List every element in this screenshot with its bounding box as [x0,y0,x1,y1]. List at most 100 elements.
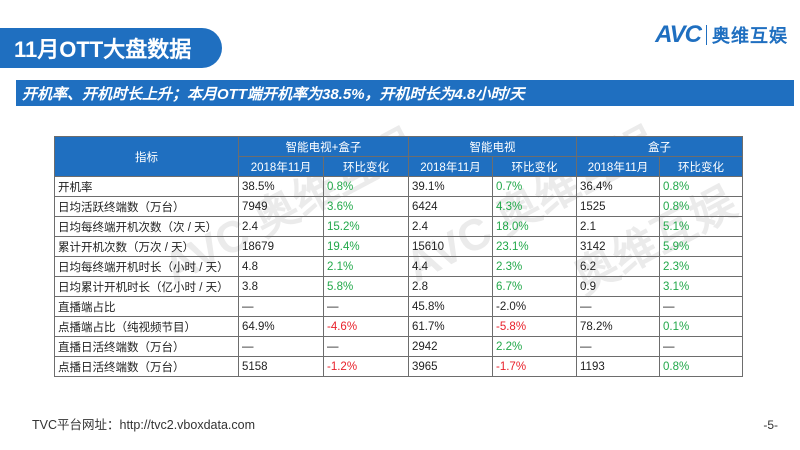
header-group-tv-box: 智能电视+盒子 [238,136,409,157]
cell-change: 0.8% [659,176,743,197]
table-row: 点播日活终端数（万台） 5158 -1.2% 3965 -1.7% 1193 0.8% [54,356,743,377]
cell-change: 2.3% [492,256,577,277]
table-row: 直播日活终端数（万台） — —2942 2.2% — — [54,336,743,357]
cell-value: 64.9% [238,316,324,337]
cell-change: -1.7% [492,356,577,377]
row-label: 直播日活终端数（万台） [54,336,239,357]
subheader-month: 2018年11月 [238,156,324,177]
cell-value: 3142 [576,236,660,257]
row-label: 累计开机次数（万次 / 天） [54,236,239,257]
cell-value: 6424 [408,196,493,217]
cell-value: 2.8 [408,276,493,297]
cell-change: -2.0% [492,296,577,317]
cell-change: -1.2% [323,356,409,377]
cell-value: 39.1% [408,176,493,197]
cell-change: 4.3% [492,196,577,217]
table-row: 点播端占比（纯视频节目） 64.9% -4.6% 61.7% -5.8% 78.2% 0.1… [54,316,743,337]
cell-value: 7949 [238,196,324,217]
cell-change: 0.8% [659,356,743,377]
header-indicator: 指标 [54,136,239,177]
table-row: 开机率 38.5% 0.8% 39.1% 0.7% 36.4% 0.8% [54,176,743,197]
page-number: -5- [763,418,778,432]
table-row: 累计开机次数（万次 / 天） 18679 19.4% 15610 23.1% 3142 5.… [54,236,743,257]
cell-change: 5.1% [659,216,743,237]
row-label: 开机率 [54,176,239,197]
cell-change: — [659,296,743,317]
cell-value: 4.4 [408,256,493,277]
row-label: 日均每终端开机次数（次 / 天） [54,216,239,237]
cell-value: 3.8 [238,276,324,297]
cell-value: 18679 [238,236,324,257]
cell-value: 36.4% [576,176,660,197]
cell-value: 2.4 [238,216,324,237]
table-row: 直播端占比 — —45.8% -2.0% — — [54,296,743,317]
cell-change: 2.1% [323,256,409,277]
cell-change: 23.1% [492,236,577,257]
cell-change: — [323,296,409,317]
cell-value: 2.1 [576,216,660,237]
table-row: 日均活跃终端数（万台） 7949 3.6% 6424 4.3% 1525 0.8% [54,196,743,217]
cell-change: 0.1% [659,316,743,337]
page-title-bar: 11月OTT大盘数据 [0,28,222,68]
cell-change: 19.4% [323,236,409,257]
cell-change: 6.7% [492,276,577,297]
row-label: 日均活跃终端数（万台） [54,196,239,217]
table-row: 日均每终端开机次数（次 / 天） 2.4 15.2% 2.4 18.0% 2.1 5.1% [54,216,743,237]
cell-change: -5.8% [492,316,577,337]
subheader-month: 2018年11月 [576,156,660,177]
cell-value: — [576,296,660,317]
cell-value: 0.9 [576,276,660,297]
cell-change: 2.3% [659,256,743,277]
logo-divider [706,25,707,45]
cell-change: 5.8% [323,276,409,297]
logo-cn-text: 奥维互娱 [712,26,788,46]
row-label: 日均每终端开机时长（小时 / 天） [54,256,239,277]
cell-change: 0.7% [492,176,577,197]
cell-change: — [659,336,743,357]
cell-value: — [576,336,660,357]
table-row: 日均每终端开机时长（小时 / 天） 4.8 2.1% 4.4 2.3% 6.2 2.3% [54,256,743,277]
cell-change: — [323,336,409,357]
cell-change: 0.8% [659,196,743,217]
subtitle-bar: 开机率、开机时长上升；本月OTT端开机率为38.5%，开机时长为4.8小时/天 [16,80,794,106]
cell-change: 0.8% [323,176,409,197]
cell-value: — [238,336,324,357]
subtitle-text: 开机率、开机时长上升；本月OTT端开机率为38.5%，开机时长为4.8小时/天 [22,85,525,103]
cell-value: 4.8 [238,256,324,277]
row-label: 点播端占比（纯视频节目） [54,316,239,337]
cell-value: 1525 [576,196,660,217]
cell-value: — [238,296,324,317]
brand-logo: AVC 奥维互娱 [655,21,788,48]
cell-value: 78.2% [576,316,660,337]
cell-change: 18.0% [492,216,577,237]
cell-value: 1193 [576,356,660,377]
page-title: 11月OTT大盘数据 [14,37,192,62]
cell-value: 2942 [408,336,493,357]
cell-value: 61.7% [408,316,493,337]
footer-platform-link[interactable]: TVC平台网址：http://tvc2.vboxdata.com [32,418,255,432]
subheader-change: 环比变化 [323,156,409,177]
cell-change: 5.9% [659,236,743,257]
table-row: 日均累计开机时长（亿小时 / 天） 3.8 5.8% 2.8 6.7% 0.9 3.1% [54,276,743,297]
subheader-change: 环比变化 [492,156,577,177]
cell-change: 3.6% [323,196,409,217]
subheader-month: 2018年11月 [408,156,493,177]
cell-change: 3.1% [659,276,743,297]
subheader-change: 环比变化 [659,156,743,177]
ott-data-table: 指标 智能电视+盒子 智能电视 盒子 2018年11月 环比变化 2018年11… [54,136,743,377]
table-body: 开机率 38.5% 0.8% 39.1% 0.7% 36.4% 0.8% 日均活跃终端数（万台… [54,176,743,377]
row-label: 日均累计开机时长（亿小时 / 天） [54,276,239,297]
cell-value: 15610 [408,236,493,257]
cell-value: 45.8% [408,296,493,317]
header-group-box: 盒子 [576,136,743,157]
header-group-tv: 智能电视 [408,136,577,157]
cell-value: 6.2 [576,256,660,277]
cell-value: 5158 [238,356,324,377]
cell-change: 15.2% [323,216,409,237]
cell-change: 2.2% [492,336,577,357]
cell-value: 38.5% [238,176,324,197]
cell-change: -4.6% [323,316,409,337]
logo-avc-text: AVC [655,21,702,48]
row-label: 直播端占比 [54,296,239,317]
row-label: 点播日活终端数（万台） [54,356,239,377]
